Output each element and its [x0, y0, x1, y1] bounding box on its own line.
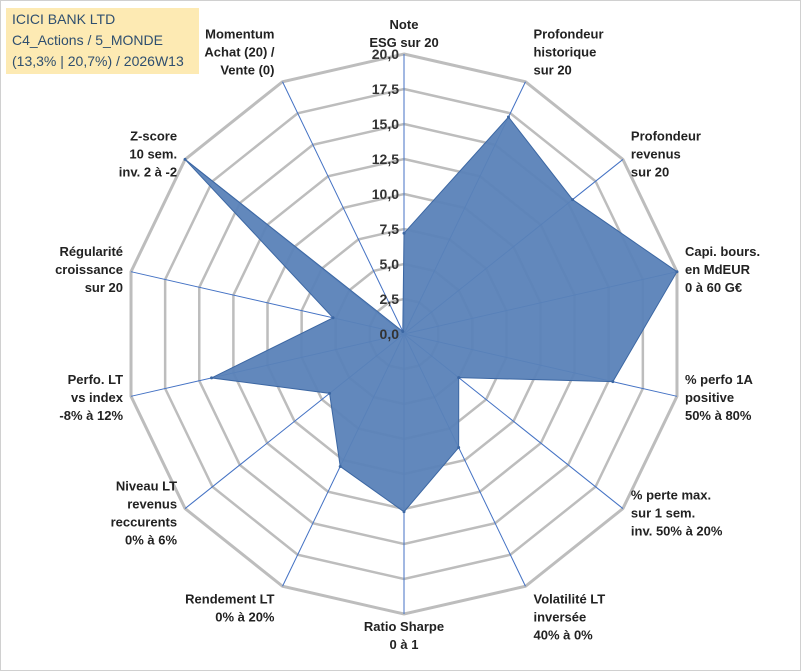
tick-label: 2,5 — [380, 291, 400, 307]
tick-label: 10,0 — [372, 186, 399, 202]
radar-series — [183, 115, 679, 514]
data-point — [183, 157, 187, 161]
data-point — [571, 198, 575, 202]
axis-label: Ratio Sharpe 0 à 1 — [364, 619, 444, 652]
axis-label: Rendement LT 0% à 20% — [185, 591, 275, 624]
axis-spoke — [282, 81, 405, 335]
axis-label: % perte max. sur 1 sem. inv. 50% à 20% — [631, 488, 723, 539]
data-point — [457, 446, 461, 450]
axis-label: Z-score 10 sem. inv. 2 à -2 — [119, 128, 177, 179]
tick-label: 5,0 — [380, 256, 400, 272]
axis-label: Volatilité LT inversée 40% à 0% — [533, 591, 605, 642]
title-category: C4_Actions / 5_MONDE — [12, 32, 163, 48]
data-point — [611, 380, 615, 384]
axis-label: Profondeur historique sur 20 — [533, 27, 603, 78]
tick-label: 7,5 — [380, 221, 400, 237]
axis-label: Momentum Achat (20) / Vente (0) — [204, 27, 274, 78]
tick-label: 12,5 — [372, 151, 399, 167]
axis-label: Capi. bours. en MdEUR 0 à 60 G€ — [685, 244, 760, 295]
chart-title-box: ICICI BANK LTD C4_Actions / 5_MONDE (13,… — [6, 8, 199, 74]
series-area — [184, 116, 678, 513]
axis-label: Régularité croissance sur 20 — [55, 244, 123, 295]
radar-ticks: 0,0 2,5 5,0 7,5 10,0 12,5 15,0 17,5 20,0 — [372, 46, 399, 342]
data-point — [401, 329, 405, 333]
tick-label: 17,5 — [372, 81, 399, 97]
axis-label: % perfo 1A positive 50% à 80% — [685, 372, 754, 423]
data-point — [210, 376, 214, 380]
radar-axis-labels: Note ESG sur 20 Profondeur historique sur 20… — [55, 17, 760, 652]
title-company: ICICI BANK LTD — [12, 11, 116, 27]
data-point — [328, 391, 332, 395]
data-point — [506, 115, 510, 119]
title-stats: (13,3% | 20,7%) / 2026W13 — [12, 53, 184, 69]
data-point — [338, 464, 342, 468]
axis-label: Niveau LT revenus reccurents 0% à 6% — [111, 479, 178, 548]
data-point — [675, 270, 679, 274]
data-point — [331, 316, 335, 320]
axis-label: Profondeur revenus sur 20 — [631, 128, 701, 179]
data-point — [402, 510, 406, 514]
data-point — [402, 231, 406, 235]
axis-label: Note ESG sur 20 — [369, 17, 438, 50]
data-point — [457, 376, 461, 380]
axis-label: Perfo. LT vs index -8% à 12% — [59, 372, 123, 423]
tick-label: 0,0 — [380, 326, 400, 342]
tick-label: 15,0 — [372, 116, 399, 132]
tick-label: 20,0 — [372, 46, 399, 62]
